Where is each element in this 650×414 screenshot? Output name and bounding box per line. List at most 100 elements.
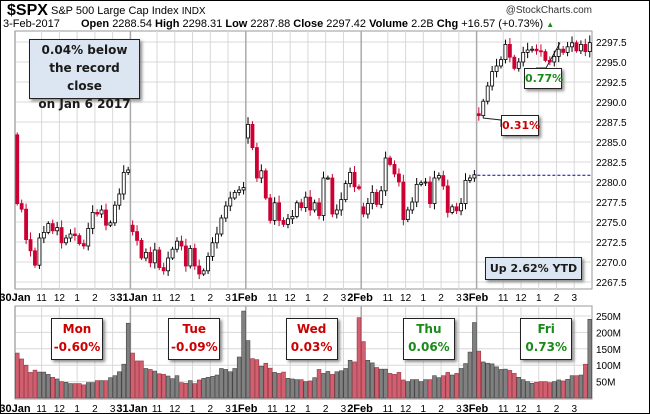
hour-label: 11 (152, 404, 163, 413)
high-label: High (155, 18, 180, 30)
volume-bar (432, 375, 437, 399)
quote-line: Open 2288.54 High 2298.31 Low 2287.88 Cl… (81, 18, 554, 30)
candle (108, 222, 113, 226)
candle (55, 227, 60, 232)
hour-label: 2 (208, 293, 214, 304)
hour-label: 11 (498, 293, 509, 304)
candle (281, 219, 286, 225)
hour-label: 11 (36, 293, 47, 304)
low-value: 2287.88 (250, 18, 291, 30)
volume-bar (108, 377, 113, 399)
volume-bar (148, 369, 153, 399)
volume-bar (201, 378, 206, 399)
candle (263, 170, 268, 199)
candle (392, 163, 397, 175)
hour-label: 12 (169, 404, 181, 413)
candle (59, 227, 64, 244)
day-name: Mon (62, 322, 92, 336)
volume-bar (454, 373, 459, 399)
volume-bar (196, 379, 202, 399)
price-tick-label: 2275.0 (596, 218, 627, 229)
day-pct-callout: 0.77% (524, 68, 563, 89)
hour-label: 1 (305, 404, 311, 413)
candle (188, 247, 193, 267)
hour-label: 3 (571, 293, 577, 304)
candle (325, 177, 330, 180)
volume-tick-label: 200M (596, 328, 621, 339)
volume-bar (267, 367, 273, 399)
candle (432, 177, 437, 205)
volume-bar (312, 377, 317, 399)
volume-bar (188, 380, 193, 399)
hour-label: 3 (225, 404, 231, 413)
volume-bar (476, 350, 482, 399)
day-name: Tue (182, 322, 207, 336)
volume-bar (81, 384, 87, 399)
hour-label: 3 (341, 293, 347, 304)
candle (587, 42, 592, 52)
candle (308, 196, 313, 211)
volume-tick-label: 150M (596, 345, 621, 356)
price-tick-label: 2285.0 (596, 138, 627, 149)
volume-bar (560, 380, 566, 399)
candle (144, 251, 148, 259)
hour-label: 3 (571, 404, 577, 413)
candle (237, 189, 242, 193)
volume-bar (161, 374, 166, 399)
volume-bar (410, 379, 415, 399)
candle (552, 56, 557, 63)
volume-bar (538, 381, 544, 399)
price-tick-label: 2277.5 (596, 198, 627, 209)
candle (246, 124, 250, 139)
candle (223, 205, 228, 219)
volume-bar (365, 359, 371, 399)
candle (578, 44, 583, 52)
hour-label: 1 (74, 404, 80, 413)
day-pct: -0.60% (53, 340, 101, 354)
volume-bar (210, 376, 215, 399)
volume-bar (121, 363, 126, 399)
change-label: Chg (436, 18, 459, 30)
volume-bar (152, 370, 158, 399)
candle (494, 65, 499, 72)
volume-bar (174, 375, 180, 399)
volume-bar (134, 360, 140, 399)
volume-bar (157, 373, 162, 399)
candle (436, 175, 441, 179)
record-note-line: the record close (49, 61, 120, 93)
ytd-note: Up 2.62% YTD (485, 257, 582, 280)
volume-bar (361, 341, 366, 399)
candle (383, 157, 388, 192)
volume-bar (223, 369, 229, 399)
high-value: 2298.31 (182, 18, 223, 30)
volume-bar (436, 377, 442, 399)
hour-label: 12 (285, 293, 297, 304)
day-label: 3Feb (463, 403, 489, 413)
candle (516, 61, 521, 69)
price-tick-label: 2297.5 (596, 38, 627, 49)
hour-label: 12 (54, 404, 66, 413)
volume-bar (50, 377, 55, 399)
candle (428, 181, 432, 205)
day-pct: 0.06% (408, 340, 450, 354)
candle (374, 191, 379, 205)
volume-bar (512, 373, 517, 399)
candle (370, 191, 375, 204)
candle (388, 157, 392, 165)
volume-bar (565, 379, 570, 399)
candle (547, 60, 552, 63)
volume-bar (392, 374, 397, 399)
candle (148, 251, 153, 264)
volume-bar (245, 340, 251, 399)
candle (499, 59, 503, 67)
low-label: Low (225, 18, 248, 30)
candle (157, 249, 162, 269)
candle (574, 42, 579, 52)
hour-label: 12 (515, 293, 527, 304)
candle (50, 223, 55, 232)
candle (254, 147, 259, 179)
volume-bar (583, 363, 588, 399)
volume-bar (285, 378, 291, 399)
candle (352, 171, 357, 188)
volume-bar (46, 374, 51, 399)
